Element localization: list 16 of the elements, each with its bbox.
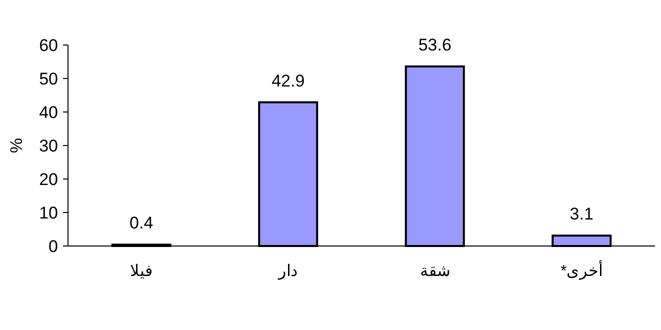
y-tick-label: 40 (39, 103, 58, 122)
x-tick-label: فيلا (130, 263, 153, 280)
x-tick-label: دار (278, 263, 298, 280)
x-tick-label: أخرى* (560, 260, 603, 280)
y-tick-label: 60 (39, 36, 58, 55)
y-tick-label: 10 (39, 204, 58, 222)
x-tick-label: شقة (420, 263, 450, 280)
y-tick-label: 30 (39, 136, 58, 156)
data-label: 3.1 (570, 204, 594, 224)
y-tick-label: 0 (48, 237, 58, 256)
y-tick-label: 20 (39, 170, 58, 189)
y-tick-label: 50 (39, 70, 58, 88)
y-axis-title: % (7, 138, 26, 154)
data-label: 0.4 (130, 214, 154, 233)
data-label: 53.6 (418, 35, 452, 54)
data-label: 42.9 (272, 71, 305, 90)
